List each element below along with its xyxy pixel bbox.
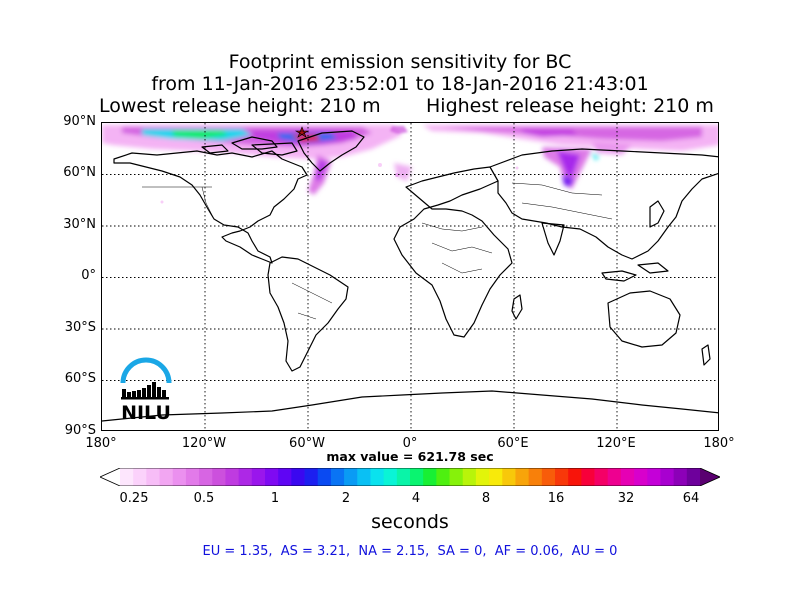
- colorbar-cell: [199, 468, 213, 486]
- colorbar-cell: [449, 468, 464, 486]
- colorbar-tick-16: 16: [547, 491, 565, 506]
- release-location-marker: [294, 126, 310, 138]
- colorbar: [100, 468, 720, 486]
- colorbar-cell: [344, 468, 358, 486]
- colorbar-cell: [133, 468, 147, 486]
- colorbar-cell: [581, 468, 595, 486]
- colorbar-cell: [172, 468, 187, 486]
- colorbar-cell: [489, 468, 503, 486]
- region-stats: EU = 1.35, AS = 3.21, NA = 2.15, SA = 0,…: [202, 544, 618, 559]
- plume-arctic-west: [102, 125, 412, 195]
- colorbar-cell: [120, 468, 134, 486]
- colorbar-cell: [647, 468, 661, 486]
- colorbar-cell: [146, 468, 160, 486]
- nilu-logo: NILU: [120, 357, 172, 423]
- colorbar-tick-0-5: 0.5: [193, 491, 215, 506]
- highest-release-height: Highest release height: 210 m: [426, 95, 714, 117]
- colorbar-cell: [515, 468, 530, 486]
- colorbar-cell: [541, 468, 556, 486]
- colorbar-tick-8: 8: [481, 491, 491, 506]
- colorbar-tick-1: 1: [270, 491, 280, 506]
- colorbar-tick-64: 64: [682, 491, 700, 506]
- colorbar-cell: [370, 468, 385, 486]
- colorbar-cell: [607, 468, 622, 486]
- colorbar-cell: [291, 468, 305, 486]
- colorbar-cell: [673, 468, 688, 486]
- lat-label-90n: 90°N: [63, 114, 96, 129]
- colorbar-cell: [423, 468, 437, 486]
- lon-label-180w: 180°: [85, 436, 117, 451]
- colorbar-unit-label: seconds: [371, 511, 449, 533]
- coastlines: [102, 130, 718, 422]
- plume-specks: [160, 163, 519, 204]
- lon-label-120w: 120°W: [181, 436, 227, 451]
- colorbar-cell: [357, 468, 371, 486]
- lon-label-120e: 120°E: [596, 436, 636, 451]
- country-borders: [142, 182, 613, 320]
- colorbar-cell: [383, 468, 398, 486]
- colorbar-cell: [594, 468, 609, 486]
- lat-label-30n: 30°N: [63, 217, 96, 232]
- world-map: [102, 123, 718, 430]
- colorbar-cell: [568, 468, 582, 486]
- colorbar-cell: [462, 468, 477, 486]
- lat-label-60n: 60°N: [63, 165, 96, 180]
- colorbar-under-arrow: [100, 468, 120, 486]
- colorbar-tick-0-25: 0.25: [119, 491, 149, 506]
- lat-label-0: 0°: [81, 268, 96, 283]
- lat-label-90s: 90°S: [64, 423, 96, 438]
- colorbar-cell: [317, 468, 332, 486]
- colorbar-cell: [528, 468, 543, 486]
- lon-label-0: 0°: [402, 436, 418, 451]
- lowest-release-height: Lowest release height: 210 m: [99, 95, 381, 117]
- nilu-logo-text: NILU: [121, 402, 171, 423]
- colorbar-cell: [410, 468, 424, 486]
- title-line-1: Footprint emission sensitivity for BC: [228, 51, 572, 73]
- colorbar-cell: [212, 468, 226, 486]
- lat-label-60s: 60°S: [64, 371, 96, 386]
- colorbar-cell: [436, 468, 450, 486]
- colorbar-cell: [225, 468, 240, 486]
- colorbar-cell: [330, 468, 345, 486]
- graticule: [102, 123, 718, 430]
- colorbar-cell: [686, 468, 701, 486]
- colorbar-cell: [278, 468, 292, 486]
- plume-arctic-east: [422, 125, 718, 189]
- colorbar-cell: [475, 468, 490, 486]
- colorbar-cell: [304, 468, 319, 486]
- max-value-label: max value = 621.78 sec: [326, 449, 494, 464]
- lon-label-60e: 60°E: [497, 436, 529, 451]
- colorbar-cell: [660, 468, 675, 486]
- colorbar-cell: [634, 468, 648, 486]
- colorbar-tick-4: 4: [411, 491, 421, 506]
- colorbar-cell: [502, 468, 516, 486]
- colorbar-cell: [620, 468, 635, 486]
- title-line-2: from 11-Jan-2016 23:52:01 to 18-Jan-2016…: [151, 73, 649, 95]
- lon-label-60w: 60°W: [289, 436, 325, 451]
- colorbar-cell: [238, 468, 253, 486]
- colorbar-tick-2: 2: [341, 491, 351, 506]
- colorbar-cells: [100, 468, 720, 486]
- map-frame[interactable]: [101, 122, 719, 431]
- colorbar-cell: [159, 468, 174, 486]
- colorbar-cell: [185, 468, 200, 486]
- colorbar-tick-32: 32: [617, 491, 635, 506]
- colorbar-over-arrow: [700, 468, 720, 486]
- colorbar-cell: [396, 468, 411, 486]
- lat-label-30s: 30°S: [64, 320, 96, 335]
- colorbar-cell: [251, 468, 266, 486]
- colorbar-cell: [265, 468, 279, 486]
- colorbar-cell: [555, 468, 569, 486]
- lon-label-180e: 180°: [703, 436, 735, 451]
